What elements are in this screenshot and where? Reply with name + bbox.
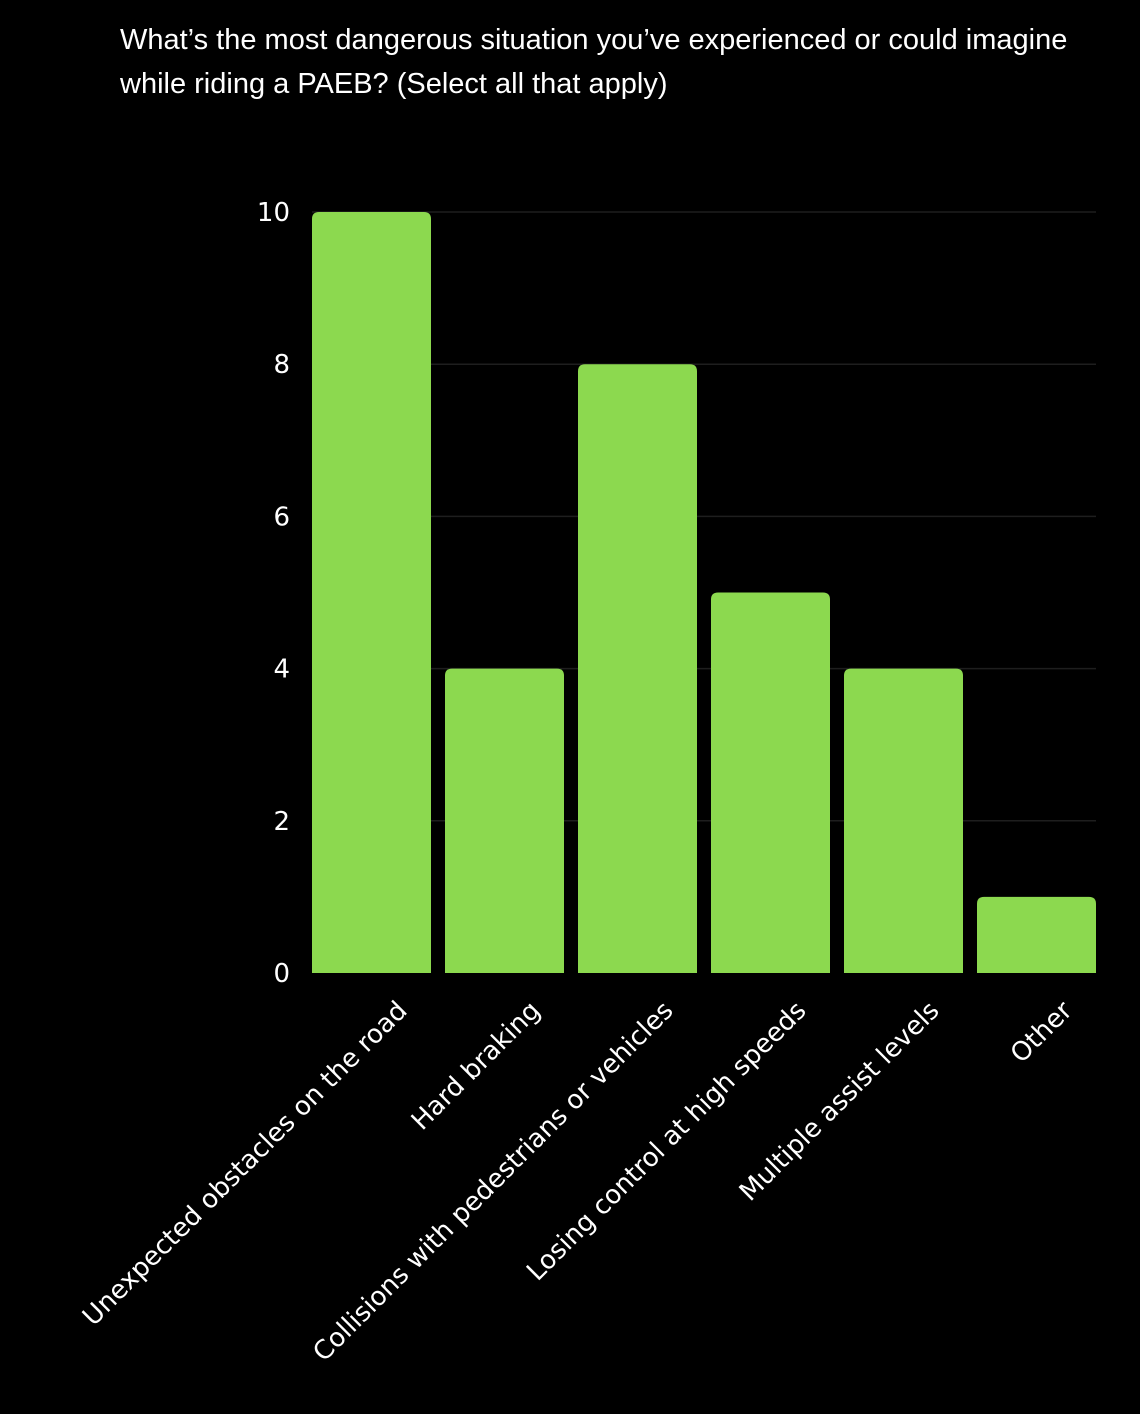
x-category-label: Losing control at high speeds (521, 996, 812, 1287)
x-category-label: Hard braking (406, 996, 547, 1137)
gridlines (312, 211, 1096, 822)
y-tick-label: 2 (273, 807, 290, 837)
bar (977, 896, 1096, 973)
bar (711, 592, 830, 973)
y-axis-ticks: 0 2 4 6 8 10 (257, 198, 290, 989)
x-category-label: Unexpected obstacles on the road (77, 996, 413, 1332)
y-tick-label: 10 (257, 198, 290, 228)
y-tick-label: 0 (273, 959, 290, 989)
bar (578, 364, 697, 973)
bar (312, 212, 431, 973)
y-tick-label: 8 (273, 350, 290, 380)
y-tick-label: 6 (273, 502, 290, 532)
y-tick-label: 4 (273, 655, 290, 685)
chart-title: What’s the most dangerous situation you’… (120, 24, 1068, 100)
bar (445, 668, 564, 973)
bar (844, 668, 963, 973)
bars (312, 212, 1096, 973)
x-category-label: Other (1005, 996, 1079, 1070)
